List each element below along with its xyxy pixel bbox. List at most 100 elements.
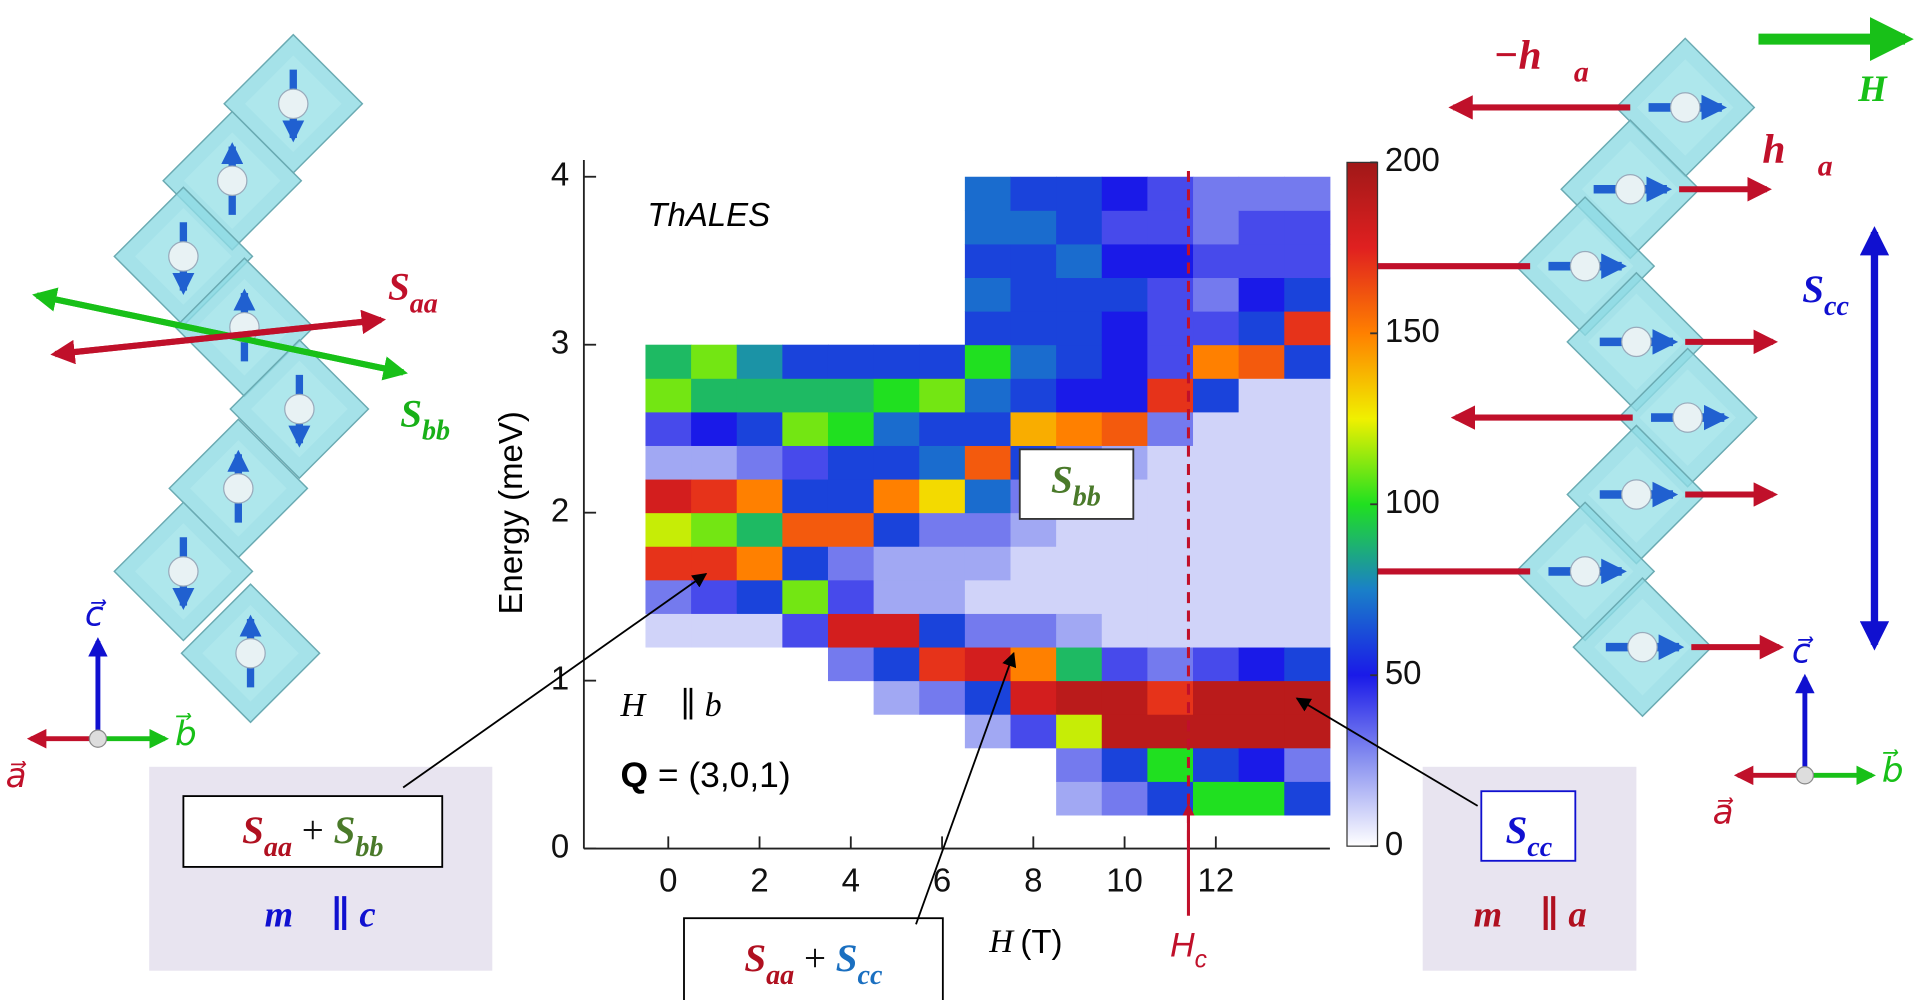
heatmap-cell [827,344,875,379]
heatmap-cell [1010,176,1057,211]
sbb-label: Sbb [1051,458,1101,512]
heatmap-cell [964,647,1011,682]
heatmap-cell [1193,378,1240,413]
axis-b-label: b⃗ [1882,749,1904,790]
term-symbol: S [388,266,410,309]
colorbar-tick-label: 150 [1385,312,1440,349]
heatmap-cell [1056,781,1103,816]
bottom-box-label: Saa + Scc [744,937,883,991]
term-symbol: S [334,809,356,852]
heatmap-cell [1193,445,1240,480]
y-tick-label: 4 [551,155,569,192]
colorbar-tick-label: 50 [1385,654,1422,691]
heatmap-cell [1284,479,1331,514]
heatmap-cell [919,411,966,446]
heatmap-cell [873,680,920,715]
heatmap-cell [645,613,692,648]
heatmap-cell [1284,613,1331,648]
q-value: = (3,0,1) [648,755,791,795]
heatmap-cell [919,613,966,648]
term-subscript: cc [858,960,883,991]
atom [1615,173,1646,205]
heatmap-cell [1238,243,1285,279]
heatmap-cell [645,579,692,614]
left-box-label: Saa + Sbb [242,809,383,863]
heatmap-cell [782,479,829,514]
field-label: H⃗ [1857,68,1915,109]
heatmap-cell [964,243,1011,279]
atom [1569,250,1601,282]
heatmap-cell [964,512,1011,547]
pointer [1295,697,1479,807]
heatmap-cell [1010,613,1057,648]
heatmap-cell [691,613,738,648]
heatmap-cell [1147,277,1194,312]
heatmap-cell [919,512,966,547]
heatmap-cell [1056,613,1103,648]
heatmap-cell [964,445,1011,480]
heatmap-cell [1284,781,1331,816]
term-symbol: h⃗ [1762,125,1817,171]
x-tick-label: 12 [1198,861,1235,898]
heatmap-cell [1147,176,1194,211]
axis-c-label: c⃗ [1792,632,1814,670]
x-tick-label: 2 [750,861,768,898]
q-vector: Q = (3,0,1) [621,755,791,795]
heatmap-cell [645,479,692,514]
heatmap-cell [1147,378,1194,413]
heatmap-cell [1284,378,1331,413]
heatmap-cell [1056,579,1103,614]
heatmap-cell [919,546,966,581]
heatmap-cell [645,344,692,379]
heatmap-cell [691,579,738,614]
axis-a-label: a⃗ [6,757,28,795]
heatmap-cell [1238,344,1285,379]
term-subscript: a [1574,56,1589,89]
heatmap-cell [873,512,920,547]
heatmap-cell [1284,546,1331,581]
heatmap-cell [964,311,1011,346]
x-tick-label: 6 [933,861,951,898]
atom [278,88,309,120]
heatmap-cell [964,479,1011,514]
heatmap-cell [736,378,783,413]
heatmap-cell [1010,378,1057,413]
heatmap-cell [1193,647,1240,682]
heatmap-cell [1193,311,1240,346]
term-symbol: H [1170,927,1195,965]
heatmap-cell [964,546,1011,581]
atom [168,556,199,587]
heatmap-cell [736,512,783,547]
term-subscript: a [1818,150,1833,183]
heatmap-cell [1193,210,1240,245]
heatmap-cell [1101,579,1148,614]
term-subscript: aa [410,289,438,320]
heatmap-cell [964,344,1011,379]
heatmap-cell [919,445,966,480]
term-symbol: S [242,809,264,852]
heatmap-cell [1147,344,1194,379]
heatmap-cell [1056,176,1103,211]
heatmap-cell [964,176,1011,211]
heatmap-cell [1284,176,1331,211]
operator: + [292,809,334,852]
heatmap-cell [736,445,783,480]
heatmap-cell [919,680,966,715]
term-symbol: S [1802,268,1824,311]
heatmap-cell [1056,378,1103,413]
term-symbol: S [744,937,766,980]
x-tick-label: 8 [1024,861,1042,898]
atom [1669,92,1701,123]
heatmap-cell [873,579,920,614]
heatmap-cell [1284,344,1331,379]
heatmap-cell [1101,747,1148,782]
pointer [402,573,708,789]
heatmap-cell [645,445,692,480]
annotations: ThALES H⃗ ∥ b⃗ Q = (3,0,1) m⃗ ∥ c m⃗ ∥ a… [149,31,1849,1000]
heatmap-cell [873,411,920,446]
heatmap-cell [1193,411,1240,446]
heatmap-cell [964,277,1011,312]
heatmap-cell [1147,747,1194,782]
sbb-box [1018,448,1135,520]
heatmap-cell [827,411,875,446]
